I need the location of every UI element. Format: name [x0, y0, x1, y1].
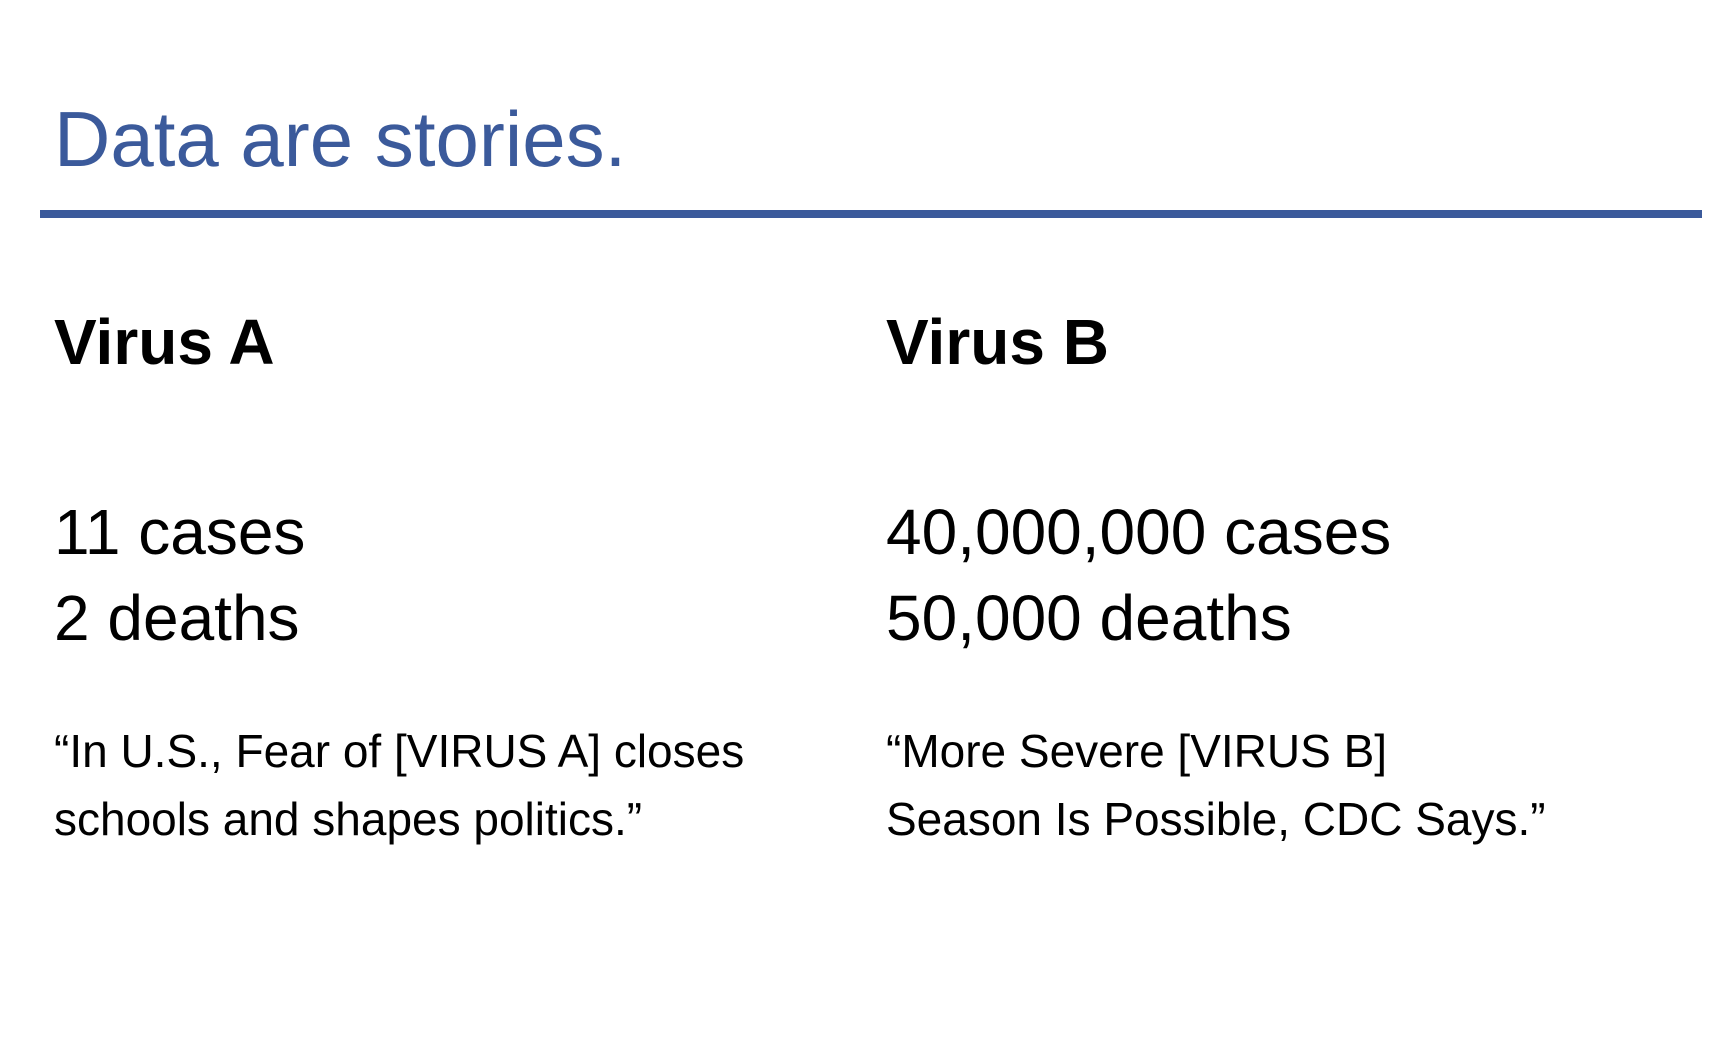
virus-a-deaths: 2 deaths	[54, 582, 300, 654]
virus-b-stats: 40,000,000 cases 50,000 deaths	[886, 489, 1666, 661]
virus-b-deaths: 50,000 deaths	[886, 582, 1292, 654]
virus-a-quote-line: schools and shapes politics.”	[54, 793, 643, 845]
slide-title: Data are stories.	[54, 95, 627, 183]
virus-a-column: Virus A 11 cases 2 deaths “In U.S., Fear…	[54, 310, 834, 853]
virus-b-cases: 40,000,000 cases	[886, 496, 1392, 568]
virus-b-column: Virus B 40,000,000 cases 50,000 deaths “…	[886, 310, 1666, 853]
virus-b-heading: Virus B	[886, 306, 1109, 378]
virus-a-heading: Virus A	[54, 306, 275, 378]
title-divider	[40, 210, 1702, 218]
virus-a-quote-line: “In U.S., Fear of [VIRUS A] closes	[54, 725, 745, 777]
virus-a-cases: 11 cases	[54, 496, 306, 568]
virus-a-stats: 11 cases 2 deaths	[54, 489, 834, 661]
virus-b-quote-line: “More Severe [VIRUS B]	[886, 725, 1388, 777]
virus-b-headline-quote: “More Severe [VIRUS B] Season Is Possibl…	[886, 717, 1666, 853]
virus-a-headline-quote: “In U.S., Fear of [VIRUS A] closes schoo…	[54, 717, 834, 853]
virus-b-quote-line: Season Is Possible, CDC Says.”	[886, 793, 1546, 845]
